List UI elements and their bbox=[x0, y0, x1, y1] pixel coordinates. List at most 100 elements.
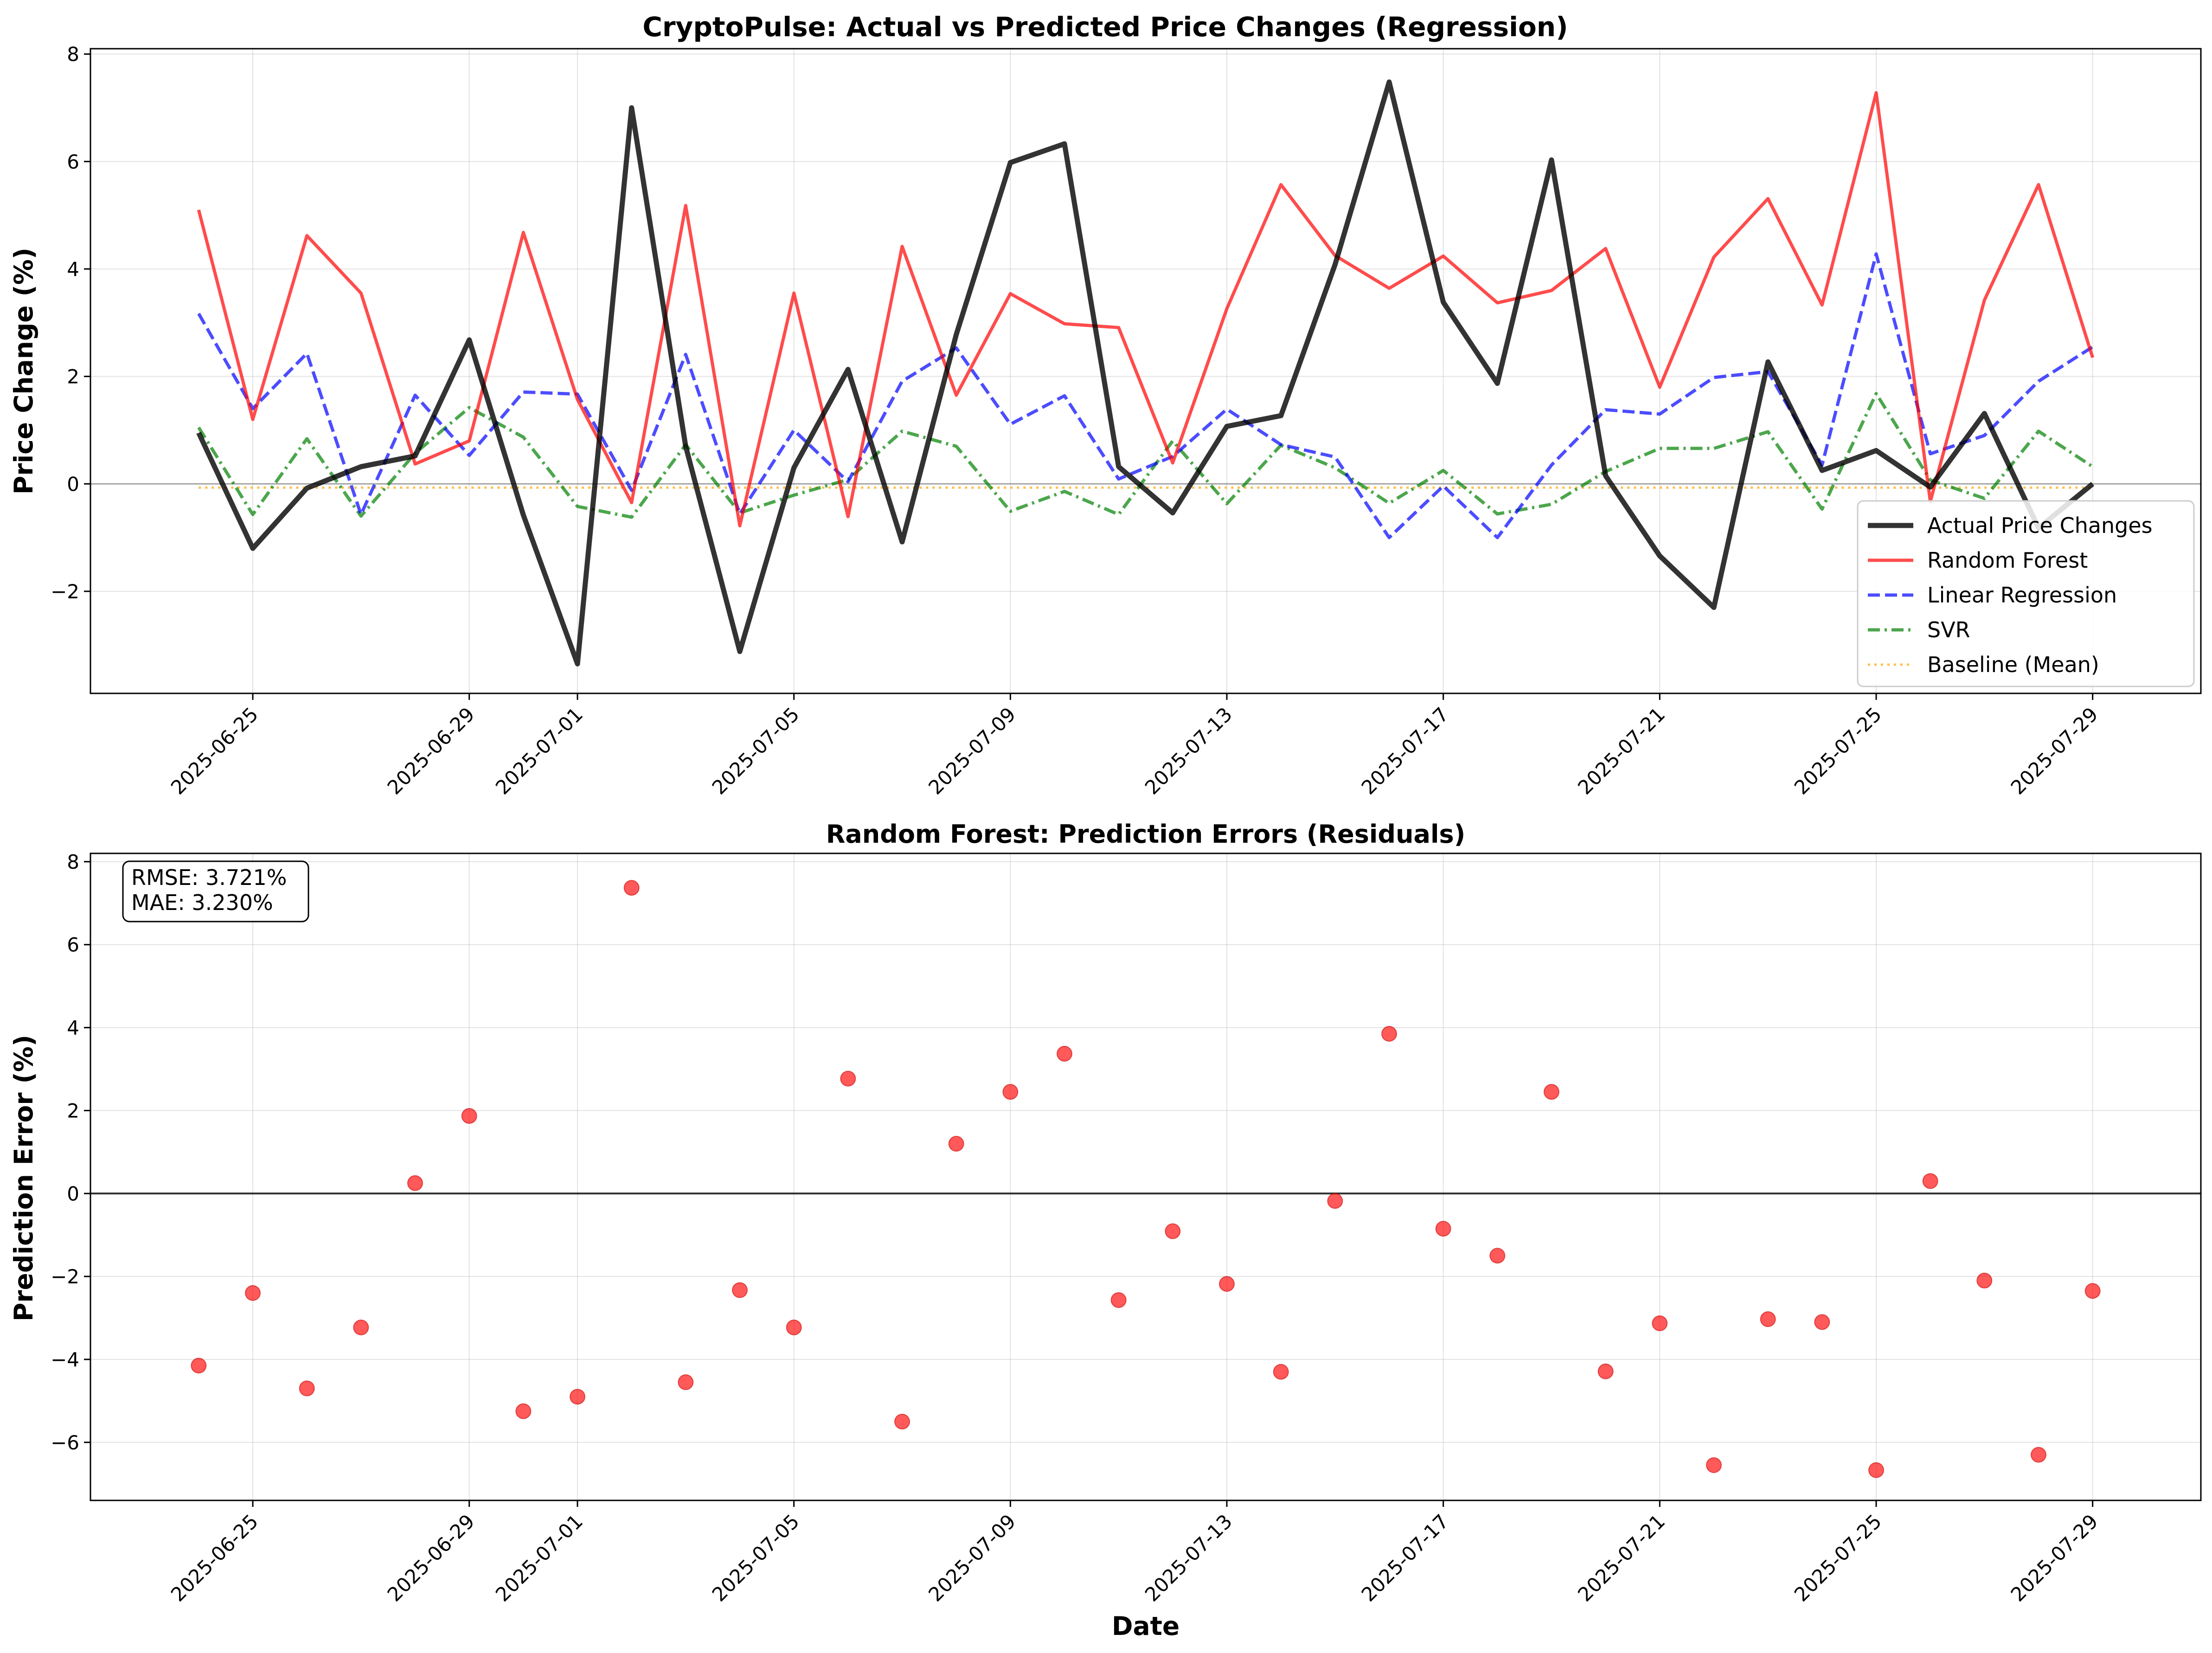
top-xtick-label-2: 2025-07-01 bbox=[491, 703, 587, 799]
top-ytick-label-4: 6 bbox=[67, 150, 79, 173]
bottom-y-axis-label: Prediction Error (%) bbox=[9, 1035, 38, 1321]
bot-ytick-label-0: −6 bbox=[51, 1431, 79, 1454]
top-grid bbox=[90, 49, 2201, 693]
residual-point-2025-06-26 bbox=[299, 1380, 315, 1397]
residual-point-2025-07-05 bbox=[786, 1320, 802, 1336]
bot-ytick-label-5: 4 bbox=[67, 1017, 79, 1039]
series-line-actual-price-changes bbox=[196, 79, 2095, 666]
residual-point-2025-07-27 bbox=[1976, 1273, 1993, 1289]
residual-point-2025-07-14 bbox=[1273, 1364, 1289, 1380]
top-x-ticks: 2025-06-25 2025-06-29 2025-07-01 2025-07-05… bbox=[167, 693, 2103, 799]
residual-point-2025-06-27 bbox=[353, 1320, 369, 1336]
bot-xtick-label-0: 2025-06-25 bbox=[167, 1510, 263, 1606]
legend-label-actual-price-changes: Actual Price Changes bbox=[1927, 513, 2153, 538]
residual-point-2025-07-10 bbox=[1057, 1045, 1072, 1062]
top-xtick-label-3: 2025-07-05 bbox=[707, 703, 803, 799]
residual-point-2025-07-09 bbox=[1002, 1084, 1019, 1100]
top-xtick-label-7: 2025-07-21 bbox=[1573, 703, 1669, 799]
bot-ytick-label-1: −4 bbox=[51, 1348, 79, 1371]
top-xtick-label-0: 2025-06-25 bbox=[167, 703, 263, 799]
top-ytick-label-5: 8 bbox=[67, 43, 79, 66]
legend-label-linear-regression: Linear Regression bbox=[1927, 583, 2117, 608]
top-ytick-label-3: 4 bbox=[67, 258, 79, 281]
top-ytick-label-2: 2 bbox=[67, 365, 79, 388]
residual-point-2025-07-04 bbox=[732, 1282, 748, 1298]
top-xtick-label-9: 2025-07-29 bbox=[2006, 703, 2102, 799]
residual-point-2025-06-25 bbox=[245, 1285, 261, 1301]
series-line-linear-regression bbox=[197, 252, 2094, 539]
residual-point-2025-07-18 bbox=[1489, 1248, 1506, 1264]
legend-frame bbox=[1857, 500, 2195, 687]
top-xtick-label-5: 2025-07-13 bbox=[1141, 703, 1237, 799]
top-axes-frame bbox=[90, 48, 2202, 694]
bot-xtick-label-5: 2025-07-13 bbox=[1141, 1510, 1237, 1606]
top-ytick-label-0: −2 bbox=[51, 580, 79, 603]
residual-point-2025-07-17 bbox=[1435, 1221, 1451, 1237]
bottom-y-ticks: −6 −4 −2 0 2 4 6 8 bbox=[51, 851, 90, 1454]
legend-label-baseline-mean: Baseline (Mean) bbox=[1927, 652, 2099, 677]
top-xtick-label-4: 2025-07-09 bbox=[924, 703, 1020, 799]
residual-point-2025-06-28 bbox=[407, 1175, 423, 1191]
rmse-label: RMSE: 3.721% bbox=[131, 865, 287, 890]
residual-point-2025-06-24 bbox=[191, 1358, 207, 1374]
residual-point-2025-07-03 bbox=[678, 1374, 694, 1390]
bottom-grid bbox=[90, 853, 2201, 1500]
residual-point-2025-07-08 bbox=[948, 1135, 964, 1152]
residual-point-2025-07-26 bbox=[1922, 1173, 1938, 1189]
residual-point-2025-06-30 bbox=[515, 1403, 532, 1419]
top-xtick-label-1: 2025-06-29 bbox=[383, 703, 479, 799]
bot-ytick-label-3: 0 bbox=[67, 1182, 79, 1205]
mae-label: MAE: 3.230% bbox=[131, 890, 273, 915]
top-series-group bbox=[196, 79, 2095, 666]
residual-point-2025-07-07 bbox=[894, 1414, 910, 1430]
bot-xtick-label-9: 2025-07-29 bbox=[2006, 1510, 2102, 1606]
series-line-svr bbox=[197, 392, 2094, 519]
legend: Actual Price Changes Random Forest Linear … bbox=[1857, 500, 2195, 687]
residual-point-2025-07-25 bbox=[1868, 1462, 1884, 1478]
bottom-x-ticks: 2025-06-25 2025-06-29 2025-07-01 2025-07-05… bbox=[167, 1500, 2103, 1606]
bot-xtick-label-8: 2025-07-25 bbox=[1790, 1510, 1886, 1606]
bot-xtick-label-7: 2025-07-21 bbox=[1573, 1510, 1669, 1606]
residual-point-2025-07-23 bbox=[1760, 1311, 1776, 1327]
bot-xtick-label-4: 2025-07-09 bbox=[924, 1510, 1020, 1606]
residual-point-2025-07-12 bbox=[1165, 1223, 1181, 1239]
residual-point-2025-07-24 bbox=[1814, 1314, 1830, 1330]
top-xtick-label-8: 2025-07-25 bbox=[1790, 703, 1886, 799]
top-ytick-label-1: 0 bbox=[67, 473, 79, 495]
bottom-chart-title: Random Forest: Prediction Errors (Residu… bbox=[826, 820, 1466, 849]
bot-ytick-label-2: −2 bbox=[51, 1265, 79, 1288]
bot-xtick-label-2: 2025-07-01 bbox=[491, 1510, 587, 1606]
bot-xtick-label-3: 2025-07-05 bbox=[707, 1510, 803, 1606]
bot-ytick-label-4: 2 bbox=[67, 1099, 79, 1122]
residual-point-2025-06-29 bbox=[461, 1108, 477, 1124]
residual-point-2025-07-15 bbox=[1327, 1193, 1343, 1209]
residual-points bbox=[191, 880, 2101, 1478]
panel-bottom: Random Forest: Prediction Errors (Residu… bbox=[9, 820, 2202, 1641]
series-line-random-forest bbox=[197, 91, 2095, 528]
bot-xtick-label-1: 2025-06-29 bbox=[383, 1510, 479, 1606]
residual-point-2025-07-06 bbox=[840, 1070, 856, 1087]
residual-point-2025-07-19 bbox=[1544, 1084, 1559, 1100]
stats-box-frame bbox=[122, 860, 309, 923]
residual-point-2025-07-11 bbox=[1110, 1292, 1127, 1308]
top-y-ticks: −2 0 2 4 6 8 bbox=[51, 43, 90, 603]
residual-point-2025-07-01 bbox=[570, 1389, 585, 1405]
stats-box: RMSE: 3.721% MAE: 3.230% bbox=[122, 860, 309, 923]
bot-ytick-label-6: 6 bbox=[67, 934, 79, 956]
top-y-axis-label: Price Change (%) bbox=[9, 248, 38, 494]
bottom-axes-frame bbox=[90, 852, 2202, 1501]
residual-point-2025-07-29 bbox=[2084, 1283, 2101, 1299]
top-xtick-label-6: 2025-07-17 bbox=[1357, 703, 1453, 799]
legend-label-random-forest: Random Forest bbox=[1927, 548, 2088, 573]
residual-point-2025-07-21 bbox=[1652, 1315, 1668, 1332]
bottom-x-axis-label: Date bbox=[1112, 1611, 1180, 1641]
bot-ytick-label-7: 8 bbox=[67, 851, 79, 873]
residual-point-2025-07-13 bbox=[1219, 1276, 1235, 1292]
residual-point-2025-07-16 bbox=[1381, 1025, 1397, 1042]
legend-label-svr: SVR bbox=[1927, 617, 1970, 642]
residual-point-2025-07-28 bbox=[2031, 1447, 2046, 1463]
top-chart-title: CryptoPulse: Actual vs Predicted Price C… bbox=[642, 11, 1568, 43]
bot-xtick-label-6: 2025-07-17 bbox=[1357, 1510, 1453, 1606]
residual-point-2025-07-22 bbox=[1706, 1457, 1722, 1473]
